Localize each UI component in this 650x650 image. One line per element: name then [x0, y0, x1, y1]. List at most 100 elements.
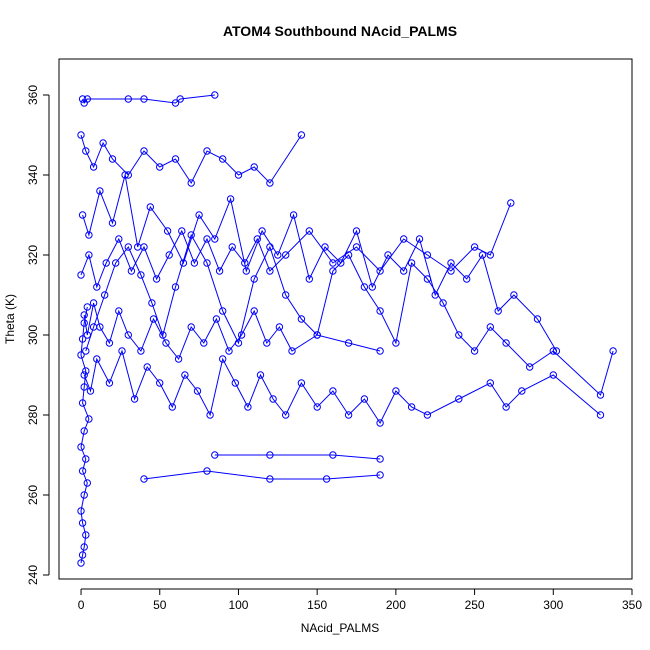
data-point	[478, 251, 487, 259]
data-point	[82, 367, 90, 375]
data-point	[297, 131, 306, 139]
x-tick-label: 150	[307, 598, 327, 612]
data-point	[226, 195, 235, 203]
x-axis: 0 50 100 150 200 250 300 350	[78, 588, 642, 612]
series-line	[214, 454, 381, 460]
data-point	[596, 391, 605, 399]
data-point	[82, 455, 90, 463]
data-point	[241, 259, 249, 267]
data-point	[275, 323, 284, 331]
data-point	[494, 307, 502, 315]
data-point	[77, 271, 85, 279]
y-tick-label: 300	[26, 325, 40, 345]
data-point	[549, 347, 557, 355]
data-point	[140, 95, 148, 103]
data-point	[305, 227, 313, 235]
data-point	[162, 339, 170, 347]
data-point	[78, 519, 87, 527]
data-point	[228, 243, 236, 251]
data-point	[115, 235, 123, 243]
data-point	[237, 331, 246, 339]
data-point	[352, 243, 361, 251]
data-point	[439, 299, 447, 307]
data-point	[124, 171, 133, 179]
data-point	[163, 227, 172, 235]
data-point	[140, 243, 148, 251]
data-point	[329, 387, 337, 395]
data-point	[108, 219, 117, 227]
data-point	[80, 543, 88, 551]
data-point	[526, 363, 534, 371]
data-point	[78, 551, 87, 559]
data-point	[533, 315, 542, 323]
data-point	[168, 403, 177, 411]
data-point	[431, 291, 439, 299]
data-point	[552, 347, 561, 355]
data-point	[187, 179, 195, 187]
data-point	[507, 199, 515, 207]
data-point	[77, 559, 85, 567]
data-point	[176, 95, 184, 103]
data-point	[423, 411, 432, 419]
data-point	[118, 347, 126, 355]
data-point	[313, 331, 321, 339]
data-point	[152, 275, 161, 283]
series-1	[77, 303, 93, 567]
data-point	[211, 451, 219, 459]
data-point	[140, 475, 148, 483]
data-point	[337, 259, 345, 267]
data-point	[146, 203, 155, 211]
data-point	[211, 235, 219, 243]
series-line	[82, 94, 215, 104]
data-point	[297, 379, 306, 387]
data-point	[376, 471, 384, 479]
y-axis-label: Theta (K)	[3, 294, 17, 344]
data-point	[78, 399, 87, 407]
data-point	[321, 243, 329, 251]
data-point	[253, 235, 261, 243]
data-point	[105, 379, 114, 387]
y-tick-label: 320	[26, 245, 40, 265]
data-point	[85, 231, 93, 239]
series-line	[83, 349, 601, 425]
data-point	[297, 315, 306, 323]
data-point	[179, 259, 188, 267]
data-point	[80, 371, 88, 379]
y-tick-label: 340	[26, 165, 40, 185]
data-point	[82, 347, 90, 355]
data-point	[80, 311, 88, 319]
data-point	[344, 339, 353, 347]
data-point	[470, 243, 479, 251]
data-point	[99, 139, 107, 147]
x-tick-label: 350	[622, 598, 642, 612]
data-point	[77, 443, 85, 451]
data-point	[130, 395, 139, 403]
series-3	[78, 171, 561, 355]
data-point	[112, 259, 120, 267]
data-point	[250, 163, 258, 171]
data-point	[219, 355, 227, 363]
series-line	[80, 134, 302, 185]
data-point	[486, 323, 494, 331]
data-point	[143, 363, 151, 371]
series-line	[80, 202, 512, 289]
x-tick-label: 100	[228, 598, 248, 612]
data-point	[266, 451, 274, 459]
data-point	[187, 323, 195, 331]
data-point	[289, 211, 298, 219]
data-point	[368, 283, 376, 291]
series-line	[82, 174, 557, 352]
data-point	[502, 403, 510, 411]
x-axis-label: NAcid_PALMS	[301, 621, 379, 635]
data-point	[78, 95, 87, 103]
data-point	[288, 347, 296, 355]
data-point	[510, 291, 518, 299]
data-point	[305, 275, 313, 283]
data-point	[193, 387, 202, 395]
data-point	[329, 451, 337, 459]
data-point	[219, 307, 227, 315]
data-point	[206, 411, 214, 419]
data-point	[596, 411, 605, 419]
data-point	[274, 251, 282, 259]
data-point	[82, 147, 90, 155]
